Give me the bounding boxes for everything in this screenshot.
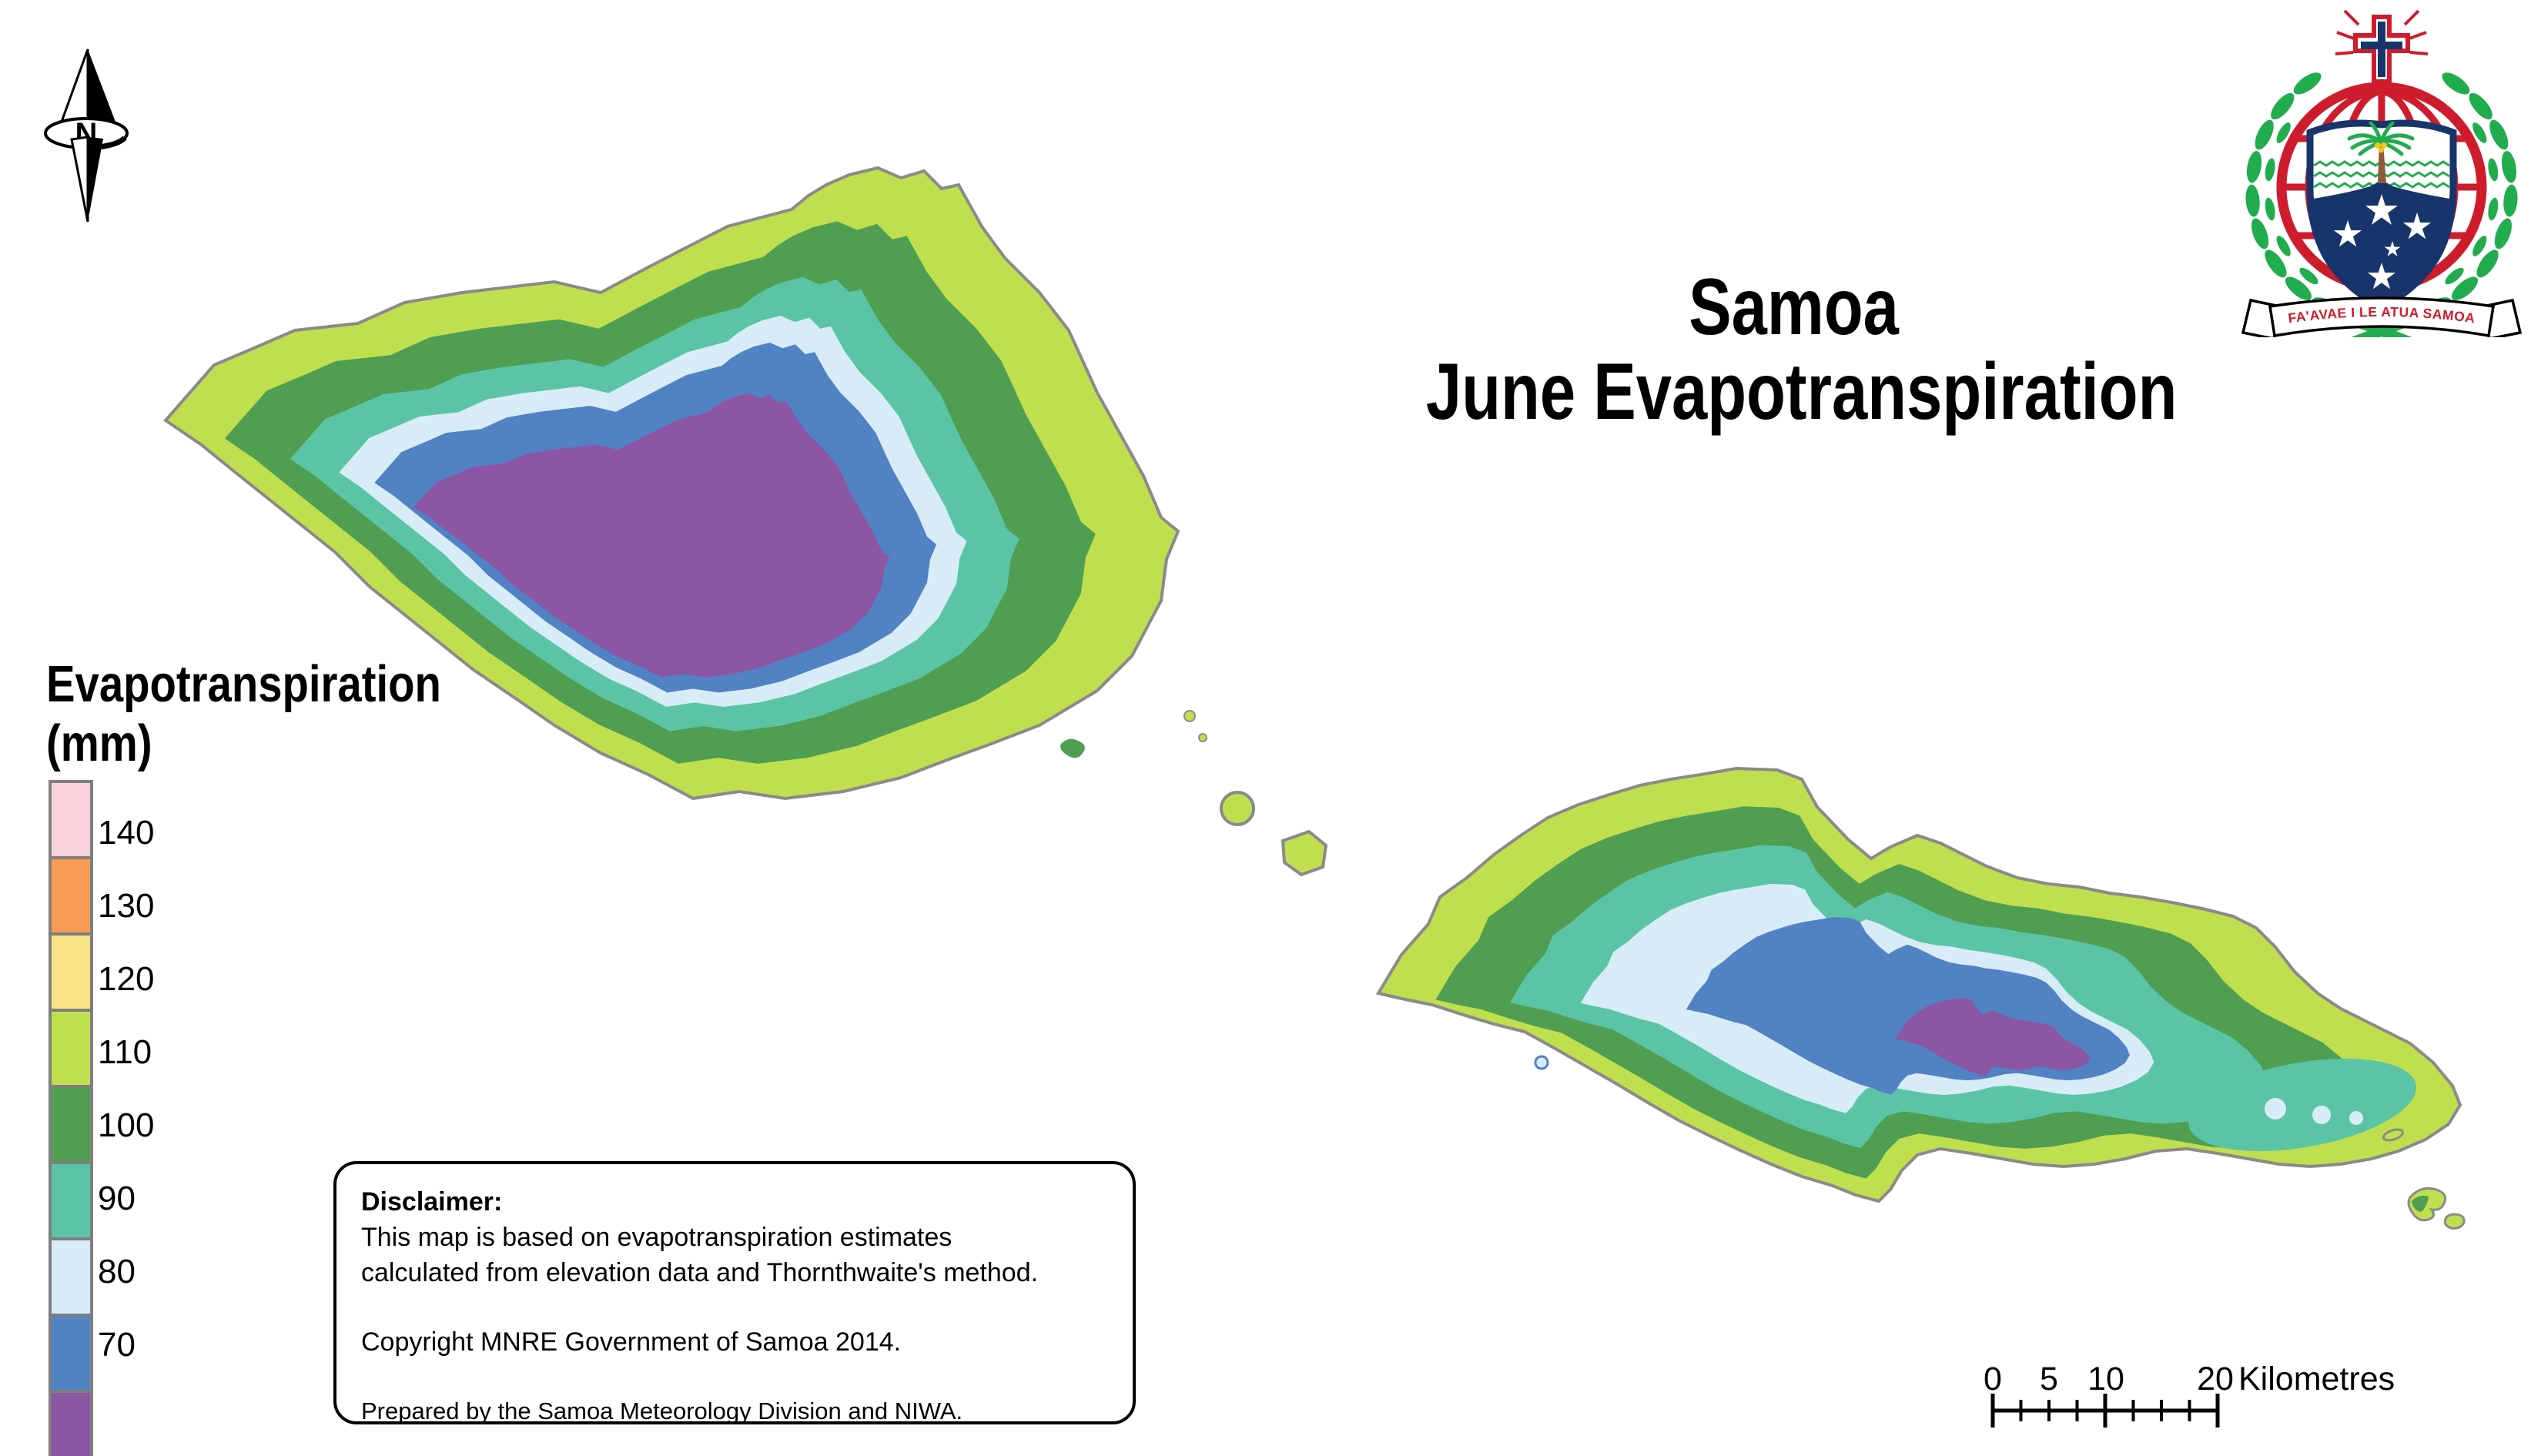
shield bbox=[2306, 119, 2457, 313]
north-arrow-icon: N bbox=[44, 49, 129, 223]
scalebar-tick-10: 10 bbox=[2087, 1361, 2124, 1397]
palm-tree bbox=[2347, 121, 2415, 183]
disclaimer-box: Disclaimer: This map is based on evapotr… bbox=[333, 1161, 1136, 1424]
islet-manono bbox=[1281, 829, 1328, 877]
upolu-crater-ring bbox=[1534, 1055, 1549, 1070]
title-line-1: Samoa bbox=[1689, 263, 1900, 352]
islet-sliver bbox=[2382, 1128, 2405, 1142]
legend-swatch-column bbox=[49, 780, 93, 1456]
legend-swatch-90-100 bbox=[49, 1161, 93, 1240]
disclaimer-prepared: Prepared by the Samoa Meteorology Divisi… bbox=[361, 1397, 963, 1424]
legend-swatch-80-90 bbox=[49, 1237, 93, 1317]
savaii-coast-detail bbox=[1060, 738, 1085, 758]
islet-apolima bbox=[1220, 791, 1255, 826]
legend-title-line2: (mm) bbox=[46, 715, 152, 772]
legend-label-90: 90 bbox=[98, 1180, 136, 1217]
legend-label-130: 130 bbox=[98, 887, 155, 925]
disclaimer-line2: calculated from elevation data and Thorn… bbox=[361, 1258, 1039, 1287]
legend-label-80: 80 bbox=[98, 1253, 136, 1290]
motto-banner: FA'AVAE I LE ATUA SAMOA bbox=[2241, 296, 2523, 337]
legend-label-70: 70 bbox=[98, 1326, 136, 1364]
islet-dot bbox=[1183, 710, 1196, 722]
title-line-2: June Evapotranspiration bbox=[1425, 347, 2178, 437]
legend-label-140: 140 bbox=[98, 814, 155, 852]
scalebar-unit: Kilometres bbox=[2238, 1361, 2395, 1397]
samoa-coat-of-arms: FA'AVAE I LE ATUA SAMOA bbox=[2241, 9, 2523, 337]
island-upolu bbox=[1377, 767, 2462, 1203]
legend-label-110: 110 bbox=[98, 1033, 152, 1071]
legend-swatch-70-80 bbox=[49, 1314, 93, 1393]
legend-swatch-130-140 bbox=[49, 856, 93, 936]
islet-dot bbox=[1198, 733, 1207, 742]
legend-label-100: 100 bbox=[98, 1106, 155, 1144]
scalebar-tick-20: 20 bbox=[2197, 1361, 2234, 1397]
cross-icon bbox=[2335, 9, 2429, 84]
page-title: Samoa June Evapotranspiration bbox=[1332, 265, 2256, 434]
legend-swatch-120-130 bbox=[49, 932, 93, 1012]
scalebar-tick-5: 5 bbox=[2040, 1361, 2058, 1397]
legend-title: Evapotranspiration (mm) bbox=[46, 654, 517, 773]
scalebar-tick-0: 0 bbox=[1984, 1361, 2002, 1397]
legend-swatch-over140 bbox=[49, 780, 93, 859]
disclaimer-copyright: Copyright MNRE Government of Samoa 2014. bbox=[361, 1327, 902, 1357]
legend-swatch-under70 bbox=[49, 1390, 93, 1456]
upolu-patch-dot bbox=[2265, 1098, 2286, 1120]
upolu-southeast-teal-patch bbox=[2188, 1058, 2417, 1152]
upolu-patch-dot bbox=[2349, 1111, 2363, 1125]
islet-nuulua bbox=[2443, 1213, 2466, 1230]
legend-swatch-110-120 bbox=[49, 1009, 93, 1088]
scalebar-rule bbox=[1990, 1394, 2220, 1428]
upolu-patch-dot bbox=[2312, 1106, 2331, 1124]
scale-bar: 0 5 10 20 Kilometres bbox=[1971, 1352, 2541, 1437]
island-savaii bbox=[164, 166, 1180, 800]
islet-nuutele bbox=[2407, 1187, 2447, 1222]
legend-swatch-100-110 bbox=[49, 1085, 93, 1164]
disclaimer-line1: This map is based on evapotranspiration … bbox=[361, 1223, 952, 1252]
disclaimer-heading: Disclaimer: bbox=[361, 1187, 503, 1217]
legend-label-120: 120 bbox=[98, 960, 155, 998]
legend-title-line1: Evapotranspiration bbox=[46, 655, 441, 713]
